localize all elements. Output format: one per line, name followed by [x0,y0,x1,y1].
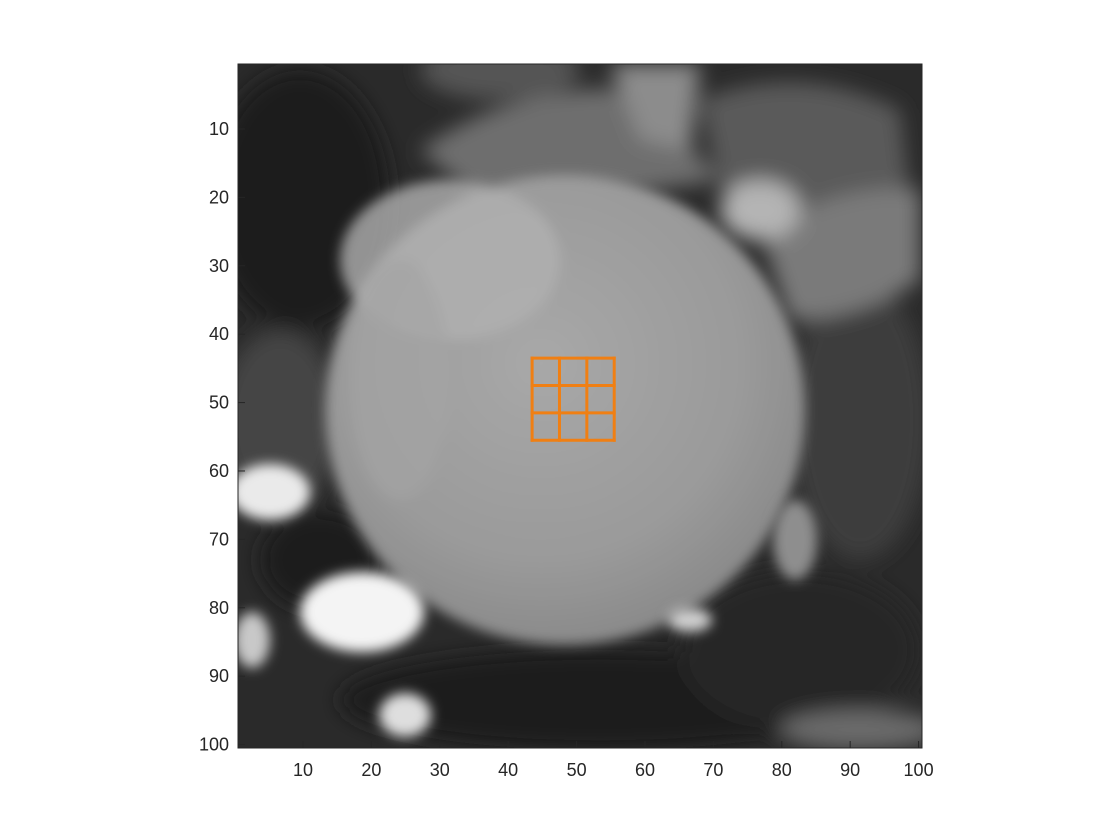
y-tick-label: 50 [209,393,229,413]
y-tick-label: 80 [209,598,229,618]
y-tick-label: 10 [209,119,229,139]
y-tick-label: 40 [209,324,229,344]
x-tick-label: 20 [361,760,381,780]
x-tick-label: 70 [703,760,723,780]
x-tick-label: 10 [293,760,313,780]
x-tick-label: 40 [498,760,518,780]
x-axis: 10 20 30 40 50 60 70 80 90 100 [293,741,934,780]
y-tick-label: 100 [199,735,229,755]
y-tick-label: 90 [209,666,229,686]
mri-image [238,64,922,748]
y-tick-label: 60 [209,461,229,481]
x-tick-label: 50 [567,760,587,780]
y-tick-label: 20 [209,187,229,207]
y-tick-label: 30 [209,256,229,276]
y-tick-label: 70 [209,529,229,549]
y-axis: 10 20 30 40 50 60 70 80 90 100 [199,119,245,755]
x-tick-label: 90 [840,760,860,780]
axes-frame [237,63,923,749]
roi-grid-overlay [530,356,616,442]
x-tick-label: 80 [772,760,792,780]
x-tick-label: 100 [904,760,934,780]
x-tick-label: 30 [430,760,450,780]
x-tick-label: 60 [635,760,655,780]
